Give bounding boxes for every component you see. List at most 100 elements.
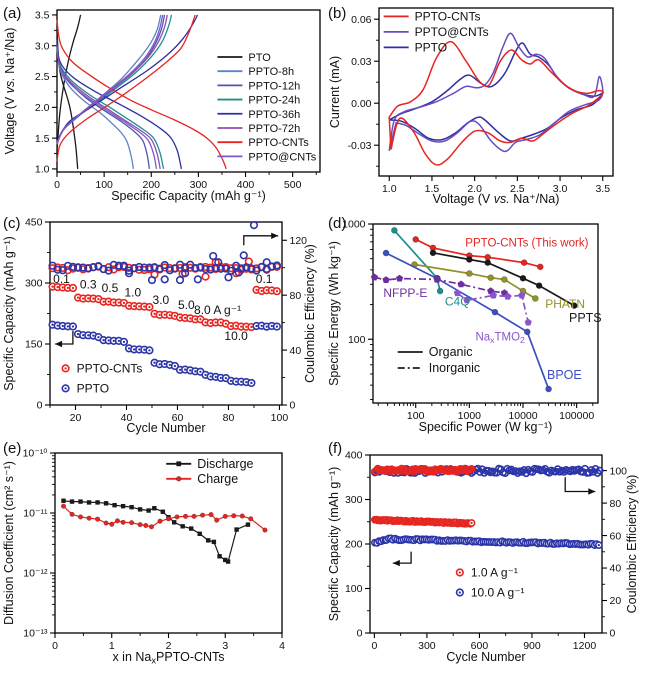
svg-text:0: 0 — [37, 400, 43, 412]
svg-text:40: 40 — [290, 345, 302, 357]
svg-text:500: 500 — [284, 179, 302, 191]
svg-text:Specific Capacity (mAh g⁻¹): Specific Capacity (mAh g⁻¹) — [327, 467, 341, 622]
chart-panel-f: (f) 0 300 600 900 1200 0 100 200 300 400 0 20 40 60 80 1… — [327, 440, 639, 664]
svg-text:PTO: PTO — [248, 52, 271, 64]
svg-text:100000: 100000 — [559, 410, 594, 422]
svg-text:Coulombic Efficiency (%): Coulombic Efficiency (%) — [303, 244, 317, 383]
svg-text:PPTO: PPTO — [77, 381, 109, 395]
svg-text:100: 100 — [407, 410, 425, 422]
svg-text:PPTO-CNTs: PPTO-CNTs — [77, 361, 143, 375]
svg-text:0.5: 0.5 — [102, 281, 119, 295]
svg-text:400: 400 — [345, 450, 363, 462]
svg-text:PPTO@CNTs: PPTO@CNTs — [415, 25, 489, 39]
svg-text:Coulombic Efficiency (%): Coulombic Efficiency (%) — [625, 475, 639, 614]
svg-text:PPTO@CNTs: PPTO@CNTs — [248, 151, 316, 163]
svg-text:100: 100 — [271, 412, 289, 424]
svg-text:200: 200 — [345, 539, 363, 551]
svg-text:600: 600 — [471, 640, 489, 652]
svg-text:120: 120 — [290, 235, 308, 247]
svg-text:150: 150 — [25, 339, 43, 351]
svg-text:100: 100 — [348, 334, 366, 346]
svg-text:PPTO-CNTs: PPTO-CNTs — [415, 9, 481, 23]
svg-text:PPTO-CNTs (This work): PPTO-CNTs (This work) — [465, 237, 588, 249]
svg-text:10.0 A g⁻¹: 10.0 A g⁻¹ — [471, 585, 525, 599]
svg-text:450: 450 — [25, 217, 43, 229]
chart-panel-b: (b) 1.0 1.5 2.0 2.5 3.0 3.5 -0.03 0.00 0.03 0.06 Vo… — [328, 5, 614, 206]
svg-text:100: 100 — [610, 465, 628, 477]
svg-text:1200: 1200 — [573, 640, 597, 652]
svg-text:40: 40 — [121, 412, 133, 424]
svg-text:300: 300 — [25, 278, 43, 290]
svg-text:0.1: 0.1 — [256, 272, 273, 286]
svg-text:20: 20 — [70, 412, 82, 424]
svg-text:2.0: 2.0 — [467, 183, 482, 195]
svg-text:PPTO-72h: PPTO-72h — [248, 123, 300, 135]
svg-text:60: 60 — [610, 530, 622, 542]
svg-text:0: 0 — [54, 179, 60, 191]
svg-text:60: 60 — [172, 412, 184, 424]
svg-text:400: 400 — [237, 179, 255, 191]
svg-text:40: 40 — [610, 563, 622, 575]
svg-text:NaxTMO2: NaxTMO2 — [475, 331, 525, 345]
svg-text:(e): (e) — [3, 440, 21, 457]
svg-text:8.0 A g⁻¹: 8.0 A g⁻¹ — [194, 303, 241, 317]
svg-text:3: 3 — [222, 640, 228, 652]
svg-text:1: 1 — [109, 640, 115, 652]
svg-text:Specific Energy (Wh kg⁻¹): Specific Energy (Wh kg⁻¹) — [327, 241, 341, 386]
svg-text:-0.03: -0.03 — [348, 140, 372, 152]
svg-text:80: 80 — [290, 290, 302, 302]
svg-text:10000: 10000 — [508, 410, 537, 422]
svg-text:10⁻¹⁰: 10⁻¹⁰ — [23, 448, 48, 460]
svg-text:(a): (a) — [3, 5, 21, 22]
svg-text:PPTS: PPTS — [569, 311, 602, 325]
svg-text:5.0: 5.0 — [178, 298, 195, 312]
svg-text:0.06: 0.06 — [351, 14, 372, 26]
svg-text:PPTO-36h: PPTO-36h — [248, 109, 300, 121]
svg-text:80: 80 — [610, 498, 622, 510]
svg-text:Current (mA): Current (mA) — [328, 56, 342, 128]
svg-text:100: 100 — [345, 583, 363, 595]
svg-text:3.0: 3.0 — [553, 183, 568, 195]
svg-text:PHATN: PHATN — [545, 297, 585, 311]
svg-text:Charge: Charge — [197, 472, 238, 486]
svg-text:1.0: 1.0 — [35, 164, 50, 176]
svg-text:0: 0 — [371, 640, 377, 652]
svg-text:Voltage (V vs. Na⁺/Na): Voltage (V vs. Na⁺/Na) — [3, 28, 17, 155]
chart-panel-a: (a) 0 100 200 300 400 500 1.0 1.5 2.0 2.5 3.0 3.5 Spe… — [3, 5, 321, 203]
svg-text:3.0: 3.0 — [35, 40, 50, 52]
svg-text:0: 0 — [610, 628, 616, 640]
svg-text:10⁻¹²: 10⁻¹² — [23, 568, 48, 580]
svg-text:10⁻¹³: 10⁻¹³ — [23, 628, 48, 640]
svg-text:3.5: 3.5 — [595, 183, 610, 195]
svg-text:1.0: 1.0 — [382, 183, 397, 195]
svg-text:(c): (c) — [3, 215, 21, 232]
svg-text:0.00: 0.00 — [351, 98, 372, 110]
svg-text:3.0: 3.0 — [153, 293, 170, 307]
svg-text:C4Q: C4Q — [445, 295, 470, 309]
svg-text:1.0: 1.0 — [125, 285, 142, 299]
svg-text:200: 200 — [142, 179, 160, 191]
svg-text:Inorganic: Inorganic — [429, 361, 480, 375]
svg-text:0.03: 0.03 — [351, 56, 372, 68]
svg-text:2.0: 2.0 — [35, 102, 50, 114]
svg-text:Specific Capacity (mAh g⁻¹): Specific Capacity (mAh g⁻¹) — [111, 189, 266, 203]
svg-text:300: 300 — [418, 640, 436, 652]
svg-text:PPTO-8h: PPTO-8h — [248, 66, 294, 78]
svg-text:Specific Power (W kg⁻¹): Specific Power (W kg⁻¹) — [419, 420, 553, 434]
svg-text:(f): (f) — [328, 440, 342, 457]
svg-text:Specific Capacity (mAh g⁻¹): Specific Capacity (mAh g⁻¹) — [2, 236, 16, 391]
svg-text:0: 0 — [357, 628, 363, 640]
svg-text:1.5: 1.5 — [425, 183, 440, 195]
svg-text:20: 20 — [610, 595, 622, 607]
svg-text:300: 300 — [190, 179, 208, 191]
svg-text:(d): (d) — [328, 215, 346, 232]
svg-text:Organic: Organic — [429, 345, 473, 359]
svg-text:PPTO-12h: PPTO-12h — [248, 80, 300, 92]
svg-text:Voltage (V vs. Na⁺/Na): Voltage (V vs. Na⁺/Na) — [433, 192, 560, 206]
svg-text:NFPP-E: NFPP-E — [383, 286, 427, 300]
svg-text:1.0 A g⁻¹: 1.0 A g⁻¹ — [471, 565, 518, 579]
svg-text:PPTO-CNTs: PPTO-CNTs — [248, 137, 309, 149]
